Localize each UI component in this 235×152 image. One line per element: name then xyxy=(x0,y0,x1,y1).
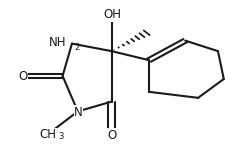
Text: 2: 2 xyxy=(74,43,80,52)
Text: N: N xyxy=(74,106,83,119)
Text: 3: 3 xyxy=(58,133,63,142)
Text: NH: NH xyxy=(49,36,66,49)
Text: O: O xyxy=(107,129,116,142)
Text: O: O xyxy=(18,69,27,83)
Text: CH: CH xyxy=(40,128,57,141)
Text: OH: OH xyxy=(103,8,121,21)
